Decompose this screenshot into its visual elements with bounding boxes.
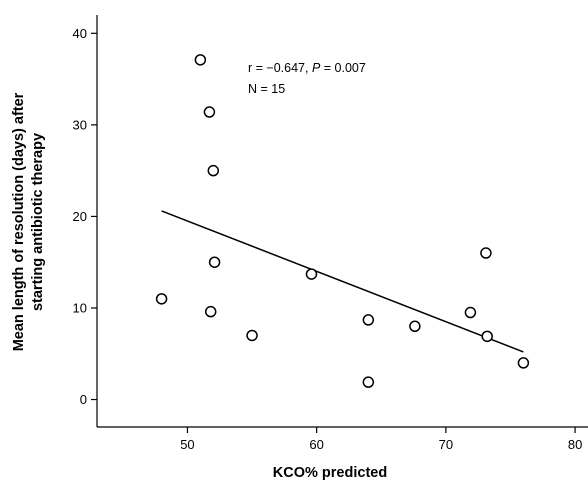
x-tick-label: 60 — [309, 437, 323, 452]
data-point — [464, 306, 477, 319]
data-point — [246, 329, 258, 342]
data-point — [362, 376, 375, 388]
data-point — [207, 164, 220, 177]
data-point — [362, 314, 375, 326]
data-point — [305, 268, 318, 280]
regression-line-group — [161, 210, 524, 353]
data-point — [409, 320, 421, 333]
y-tick-label: 10 — [73, 300, 87, 315]
y-tick-label: 30 — [73, 117, 87, 132]
data-points — [155, 54, 530, 388]
y-tick-label: 0 — [80, 392, 87, 407]
y-tick-label: 40 — [73, 26, 87, 41]
axes — [91, 15, 588, 433]
data-point — [208, 256, 221, 268]
y-axis-label-line1: Mean length of resolution (days) after — [11, 92, 27, 351]
correlation-annotation: r = −0.647, P = 0.007 — [248, 61, 366, 75]
data-point — [517, 357, 530, 369]
data-point — [194, 54, 207, 66]
data-point — [203, 106, 216, 118]
x-axis-label: KCO% predicted — [273, 465, 387, 481]
x-tick-label: 50 — [180, 437, 194, 452]
y-tick-label: 20 — [73, 209, 87, 224]
x-tick-label: 80 — [568, 437, 582, 452]
sample-size-annotation: N = 15 — [248, 82, 285, 96]
x-tick-label: 70 — [439, 437, 453, 452]
data-point — [480, 247, 492, 259]
data-point — [481, 330, 493, 343]
tick-labels: 50 60 70 80 0 10 20 30 40 — [73, 26, 583, 452]
regression-line — [161, 210, 524, 353]
data-point — [155, 293, 168, 305]
y-axis-label-line2: starting antibiotic therapy — [30, 133, 46, 311]
data-point — [204, 305, 217, 318]
